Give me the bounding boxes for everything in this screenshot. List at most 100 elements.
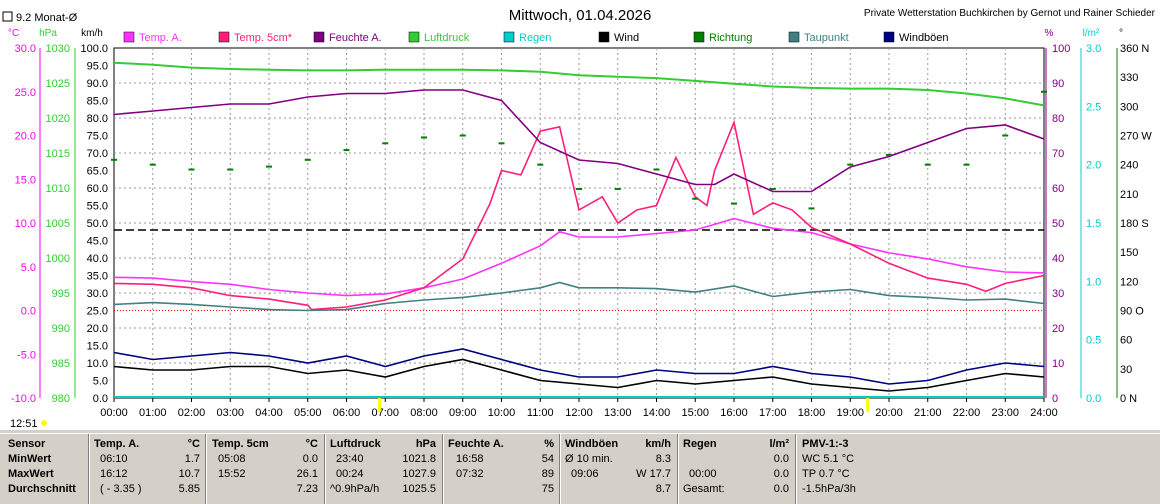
humidity-tick-1: 90 <box>1052 78 1064 90</box>
direction-point-23 <box>1002 134 1009 137</box>
x-tick-2: 02:00 <box>178 407 206 419</box>
wind-tick-0: 100.0 <box>80 43 108 55</box>
pressure-tick-4: 1010 <box>46 183 70 195</box>
wind-tick-13: 35.0 <box>87 271 108 283</box>
wind-tick-17: 15.0 <box>87 341 108 353</box>
wind-axis-unit: km/h <box>81 28 103 39</box>
direction-point-10 <box>498 142 505 145</box>
direction-point-2 <box>188 168 195 171</box>
rain-tick-6: 0.0 <box>1086 393 1101 405</box>
direction-point-20 <box>886 153 892 156</box>
direction-tick-7: 150 <box>1120 247 1138 259</box>
legend-label-6: Richtung <box>709 32 752 44</box>
x-tick-22: 22:00 <box>953 407 981 419</box>
stats-gusts-avg: 8.7 <box>655 483 671 495</box>
x-tick-23: 23:00 <box>991 407 1019 419</box>
direction-tick-1: 330 <box>1120 72 1138 84</box>
wind-tick-1: 95.0 <box>87 61 108 73</box>
stats-gusts-max: W 17.7 <box>636 468 671 480</box>
temp-tick-6: 0.0 <box>21 306 36 318</box>
x-tick-8: 08:00 <box>410 407 438 419</box>
wind-tick-5: 75.0 <box>87 131 108 143</box>
direction-tick-4: 240 <box>1120 160 1138 172</box>
temp-tick-5: 5.0 <box>21 262 36 274</box>
series-line-1 <box>113 119 1045 311</box>
wind-tick-14: 30.0 <box>87 288 108 300</box>
axes: 30.025.020.015.010.05.00.0-5.0-10.010301… <box>11 43 1152 419</box>
pressure-tick-9: 985 <box>52 358 70 370</box>
legend-swatch-1 <box>218 31 230 43</box>
direction-point-15 <box>692 197 699 200</box>
direction-point-4 <box>266 165 272 168</box>
stats-rain-min: 0.0 <box>773 453 789 465</box>
stats-rain-total: 0.0 <box>773 483 789 495</box>
series-line-0 <box>113 217 1045 297</box>
stats-temp-a-max: 10.7 <box>178 468 200 480</box>
x-tick-11: 11:00 <box>527 407 554 419</box>
time-markers <box>41 398 870 426</box>
x-tick-19: 19:00 <box>836 407 864 419</box>
stats-temp-5cm-min-time: 05:08 <box>218 453 246 465</box>
rain-tick-2: 2.0 <box>1086 160 1101 172</box>
x-tick-6: 06:00 <box>333 407 361 419</box>
wind-tick-16: 20.0 <box>87 323 108 335</box>
rain-tick-0: 3.0 <box>1086 43 1101 55</box>
stats-temp-5cm-max: 26.1 <box>296 468 318 480</box>
temp-tick-7: -5.0 <box>17 349 36 361</box>
stats-temp-a-unit: °C <box>187 438 200 450</box>
wind-tick-2: 90.0 <box>87 78 108 90</box>
stats-rain-max-time: 00:00 <box>689 468 717 480</box>
stats-temp-5cm-unit: °C <box>305 438 318 450</box>
series-line-3 <box>113 61 1045 107</box>
humidity-axis-unit: % <box>1045 28 1054 39</box>
pressure-tick-7: 995 <box>52 288 70 300</box>
legend-swatch-3 <box>408 31 420 43</box>
series-line-6 <box>113 358 1045 392</box>
current-time: 12:51 <box>10 418 38 430</box>
rain-tick-1: 2.5 <box>1086 101 1101 113</box>
monthly-avg-checkbox[interactable] <box>2 11 13 22</box>
stats-gusts-10min-label: Ø 10 min. <box>565 453 613 465</box>
direction-tick-2: 300 <box>1120 101 1138 113</box>
direction-point-12 <box>576 187 582 190</box>
humidity-tick-0: 100 <box>1052 43 1070 55</box>
direction-point-5 <box>304 158 311 161</box>
stats-temp-5cm-min: 0.0 <box>302 453 318 465</box>
legend-swatch-8 <box>883 31 895 43</box>
humidity-tick-5: 50 <box>1052 218 1064 230</box>
pressure-tick-5: 1005 <box>46 218 70 230</box>
stats-gusts-10min: 8.3 <box>655 453 671 465</box>
humidity-tick-4: 60 <box>1052 183 1064 195</box>
direction-tick-10: 60 <box>1120 335 1132 347</box>
stats-humidity-avg: 75 <box>541 483 554 495</box>
stats-temp-a-min-time: 06:10 <box>100 453 128 465</box>
direction-point-14 <box>653 168 660 171</box>
legend-label-4: Regen <box>519 32 551 44</box>
stats-pressure-max: 1027.9 <box>402 468 436 480</box>
direction-point-13 <box>614 187 621 190</box>
x-tick-17: 17:00 <box>759 407 787 419</box>
pressure-tick-10: 980 <box>52 393 70 405</box>
direction-point-3 <box>227 168 234 171</box>
x-tick-20: 20:00 <box>875 407 903 419</box>
temp-tick-3: 15.0 <box>15 174 36 186</box>
wind-tick-3: 85.0 <box>87 96 108 108</box>
wind-tick-12: 40.0 <box>87 253 108 265</box>
x-tick-12: 12:00 <box>565 407 593 419</box>
legend-swatch-4 <box>503 31 515 43</box>
direction-point-21 <box>924 163 931 166</box>
wind-tick-11: 45.0 <box>87 236 108 248</box>
wind-tick-10: 50.0 <box>87 218 108 230</box>
wind-tick-19: 5.0 <box>93 376 108 388</box>
x-tick-4: 04:00 <box>255 407 283 419</box>
wind-tick-9: 55.0 <box>87 201 108 213</box>
series-line-5 <box>113 348 1045 385</box>
legend-swatch-6 <box>693 31 705 43</box>
stats-row-max: MaxWert <box>8 468 54 480</box>
x-tick-0: 00:00 <box>100 407 128 419</box>
direction-point-11 <box>537 163 544 166</box>
legend-swatch-7 <box>788 31 800 43</box>
chart-subtitle: Private Wetterstation Buchkirchen by Ger… <box>864 8 1156 19</box>
x-tick-13: 13:00 <box>604 407 632 419</box>
humidity-tick-8: 20 <box>1052 323 1064 335</box>
